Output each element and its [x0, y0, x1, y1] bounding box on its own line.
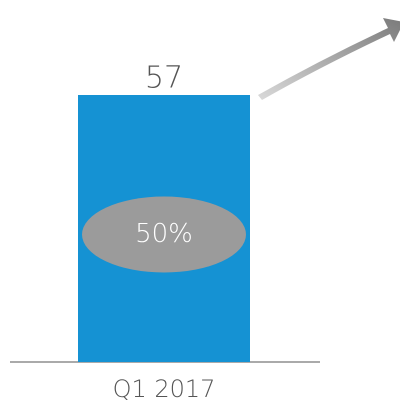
- annotation-label: 50%: [135, 219, 193, 249]
- value-label: 57: [145, 61, 183, 96]
- x-tick-label: Q1 2017: [113, 375, 216, 403]
- trend-arrow: [258, 18, 400, 100]
- annotation-bubble: [82, 196, 246, 273]
